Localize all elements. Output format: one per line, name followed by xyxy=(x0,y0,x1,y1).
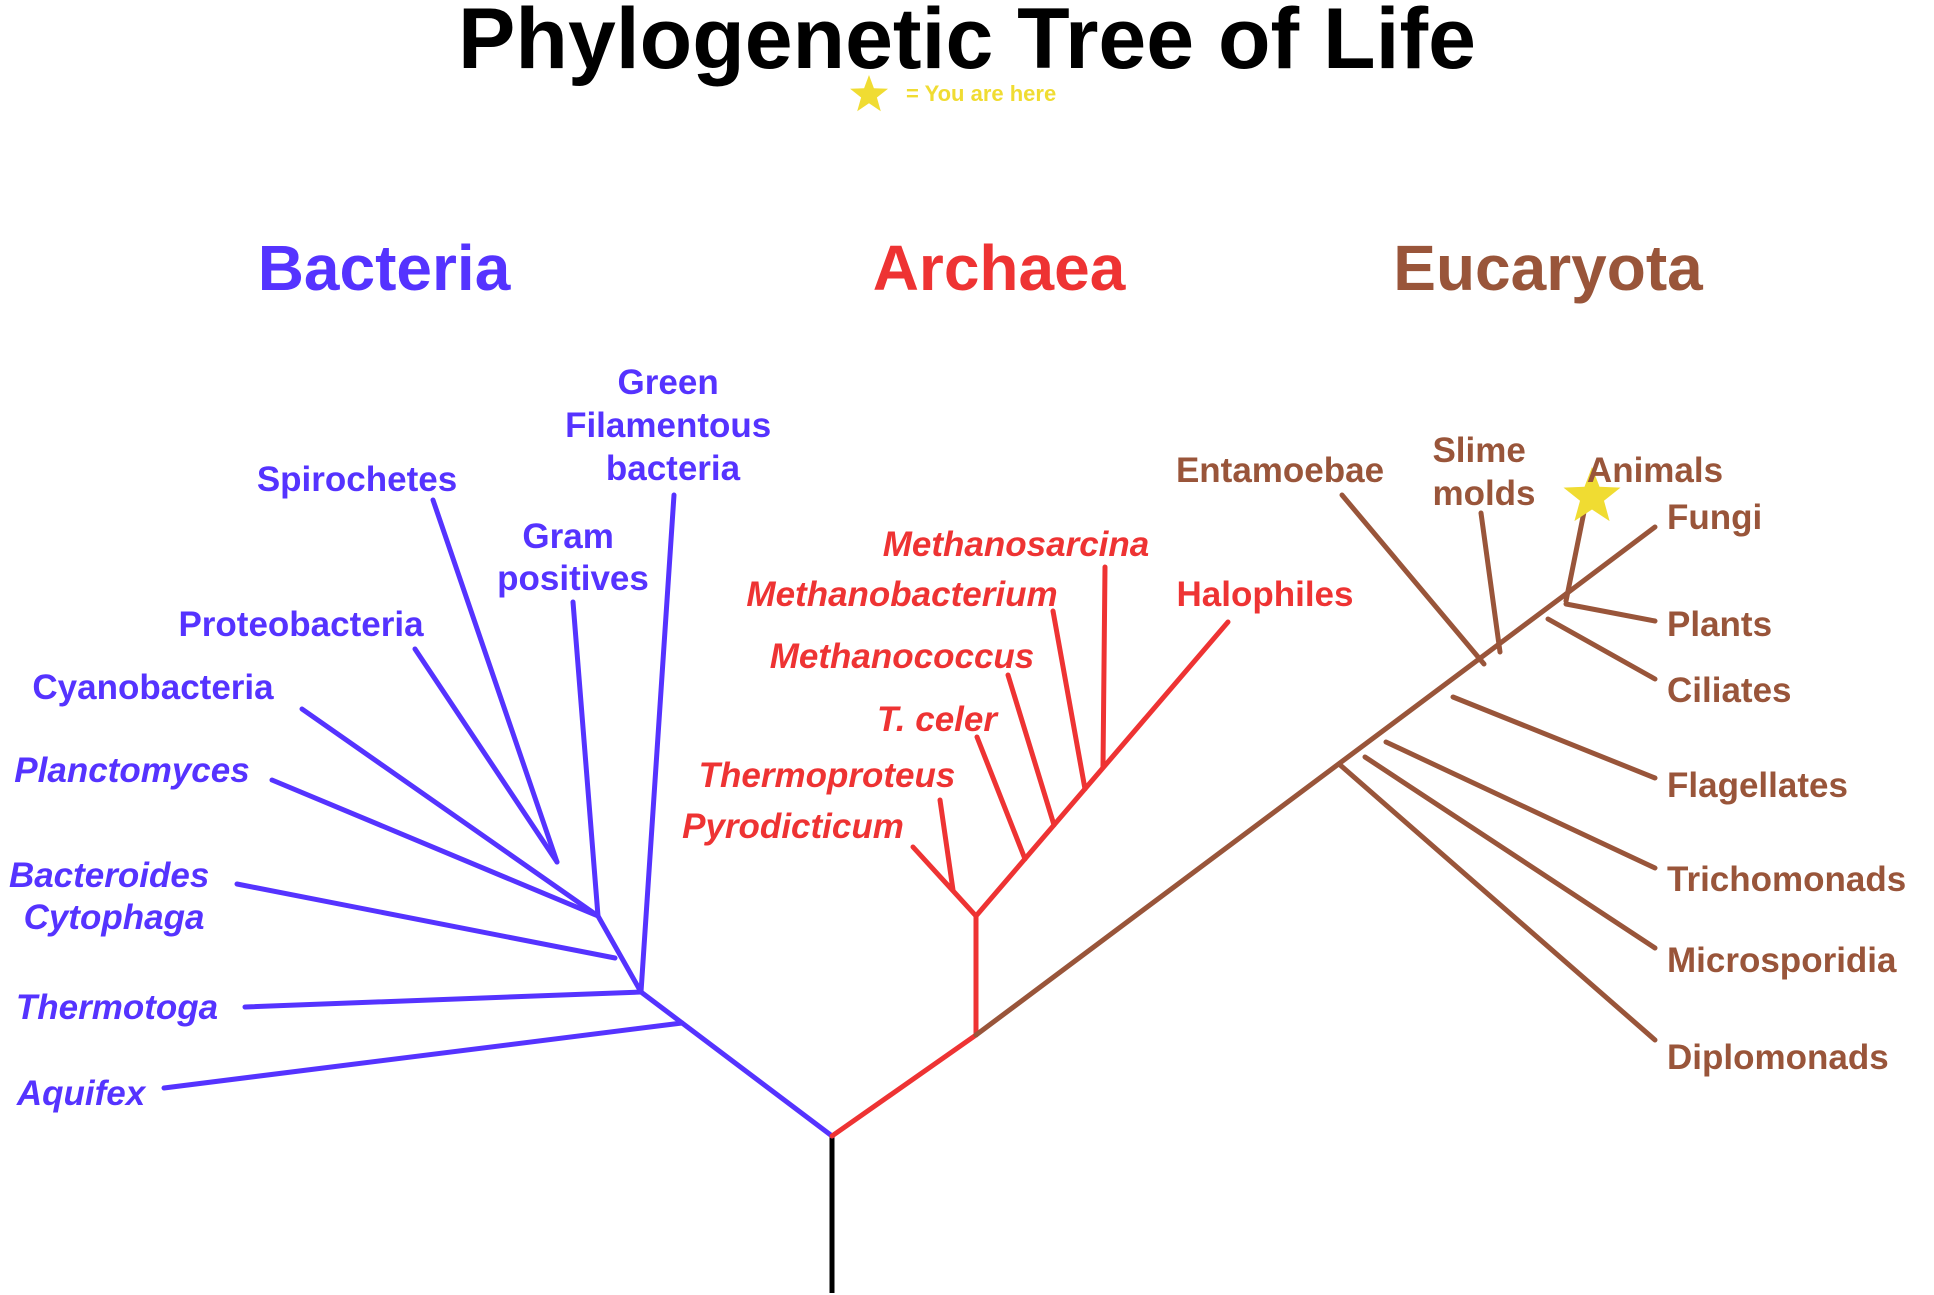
taxon-label-ciliates: Ciliates xyxy=(1667,671,1792,710)
you-are-here-star-icon xyxy=(1563,467,1621,522)
taxon-label-trichomonads: Trichomonads xyxy=(1667,860,1906,899)
star-icon xyxy=(850,75,888,112)
taxon-label-microsporidia: Microsporidia xyxy=(1667,941,1897,980)
domain-label-archaea: Archaea xyxy=(873,232,1126,304)
taxon-label-proteobacteria: Proteobacteria xyxy=(178,605,424,644)
taxon-label-methanobacterium: Methanobacterium xyxy=(746,575,1057,614)
taxon-label-spirochetes: Spirochetes xyxy=(257,460,457,499)
domain-label-bacteria: Bacteria xyxy=(258,232,511,304)
taxon-label-fungi: Fungi xyxy=(1667,498,1762,537)
taxon-label-slime-molds: Slime molds xyxy=(1432,431,1535,513)
taxon-label-bacteroides-cytophaga: Bacteroides Cytophaga xyxy=(9,856,219,937)
taxon-label-thermoproteus: Thermoproteus xyxy=(699,756,956,795)
taxon-label-animals: Animals xyxy=(1587,451,1723,490)
domain-label-eucaryota: Eucaryota xyxy=(1393,232,1703,304)
taxon-label-diplomonads: Diplomonads xyxy=(1667,1038,1889,1077)
eucaryota-branches xyxy=(973,492,1658,1043)
taxon-label-entamoebae: Entamoebae xyxy=(1176,451,1384,490)
taxon-label-plants: Plants xyxy=(1667,605,1772,644)
taxon-label-flagellates: Flagellates xyxy=(1667,766,1848,805)
taxon-label-cyanobacteria: Cyanobacteria xyxy=(32,668,274,707)
bacteria-branches xyxy=(161,492,835,1139)
taxon-label-t-celer: T. celer xyxy=(877,700,999,739)
taxon-label-planctomyces: Planctomyces xyxy=(14,751,249,790)
taxon-label-methanosarcina: Methanosarcina xyxy=(883,525,1149,564)
archaea-branches xyxy=(829,564,1231,1139)
taxon-label-gram-positives: Gram positives xyxy=(497,517,649,598)
taxon-label-thermotoga: Thermotoga xyxy=(16,988,218,1027)
taxon-label-pyrodicticum: Pyrodicticum xyxy=(682,807,904,846)
taxon-label-halophiles: Halophiles xyxy=(1177,575,1354,614)
page-title: Phylogenetic Tree of Life xyxy=(458,0,1476,87)
legend-you-are-here: = You are here xyxy=(906,81,1056,106)
taxon-label-methanococcus: Methanococcus xyxy=(770,637,1035,676)
taxon-label-green-filamentous-bacteria: Green Filamentous bacteria xyxy=(565,363,781,488)
taxon-label-aquifex: Aquifex xyxy=(16,1074,147,1113)
